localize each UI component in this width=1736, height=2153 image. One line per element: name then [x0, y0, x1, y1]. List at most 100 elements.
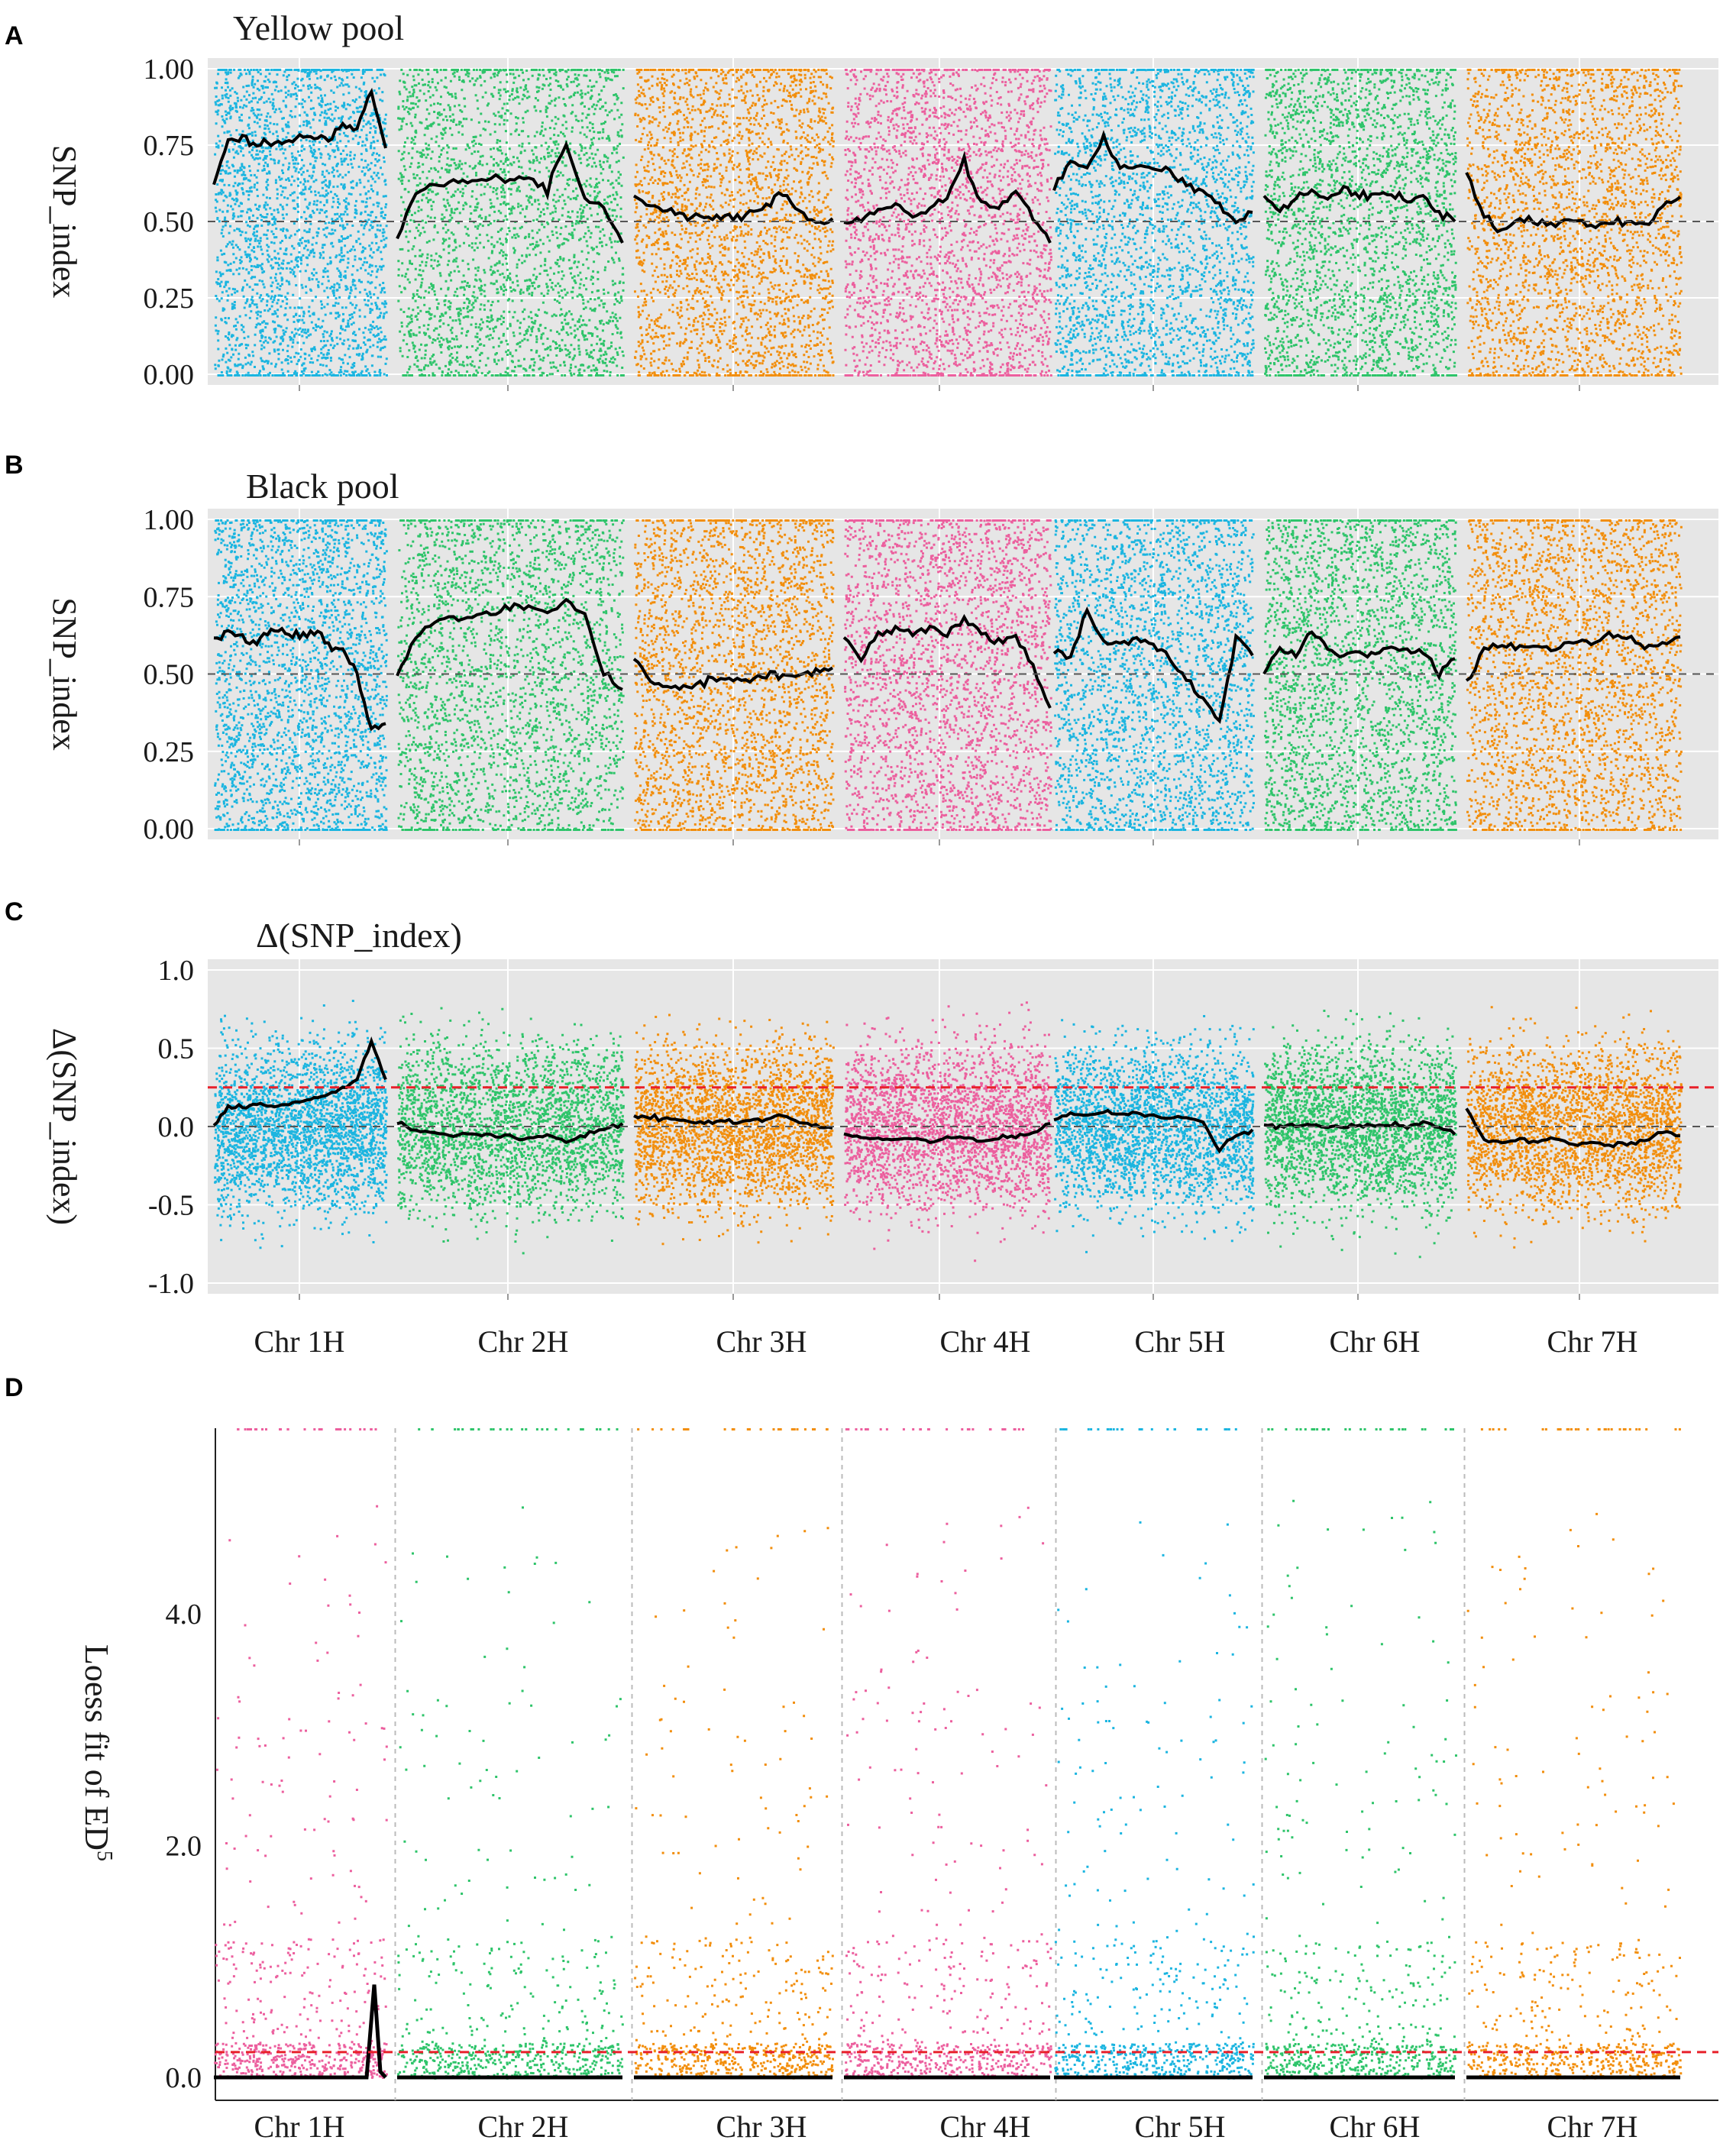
- loess-line: [1052, 130, 1253, 225]
- scatter-points: [1054, 519, 1255, 831]
- scatter-points: [1466, 519, 1683, 831]
- y-axis-label: SNP_index: [46, 597, 83, 750]
- loess-line: [1052, 606, 1254, 724]
- series-chr-6h: [1262, 69, 1457, 377]
- series-chr-7h: [1466, 1428, 1683, 2080]
- x-tick-label: Chr 5H: [1135, 2109, 1226, 2144]
- scatter-points: [844, 1001, 1052, 1262]
- series-chr-4h: [842, 519, 1052, 831]
- scatter-points: [844, 519, 1052, 831]
- x-tick-label: Chr 4H: [940, 1324, 1031, 1359]
- y-tick-label: -0.5: [148, 1190, 194, 1222]
- y-axis-label: Loess fit of ED5: [78, 1644, 116, 1861]
- y-tick-label: -1.0: [148, 1268, 194, 1300]
- y-tick-label: 1.0: [158, 955, 195, 987]
- y-tick-label: 0.75: [144, 130, 195, 162]
- scatter-points: [634, 1013, 835, 1246]
- series-chr-7h: [1465, 519, 1683, 831]
- y-tick-label: 1.00: [144, 504, 195, 536]
- loess-line: [843, 1121, 1051, 1144]
- scatter-points: [214, 1428, 388, 2080]
- panel-letter: C: [5, 897, 24, 926]
- loess-line: [213, 626, 386, 732]
- y-tick-label: 0.50: [144, 206, 195, 238]
- scatter-points: [1466, 1006, 1683, 1249]
- x-tick-label: Chr 7H: [1547, 1324, 1638, 1359]
- series-chr-5h: [1053, 1015, 1255, 1253]
- series-chr-3h: [633, 1013, 835, 1246]
- panel-a: A Yellow pool 0.00 0.25 0.50 0.75 1.00 SNP_inde…: [5, 8, 1718, 391]
- scatter-points: [1466, 1428, 1683, 2080]
- y-tick-label: 2.0: [166, 1830, 202, 1862]
- scatter-points: [634, 519, 835, 831]
- x-tick-label: Chr 2H: [478, 1324, 569, 1359]
- x-tick-label: Chr 2H: [478, 2109, 569, 2144]
- y-tick-label: 4.0: [166, 1599, 202, 1631]
- series-chr-4h: [843, 1001, 1052, 1262]
- x-tick-label: Chr 4H: [940, 2109, 1031, 2144]
- series-chr-5h: [1054, 1428, 1255, 2080]
- y-tick-label: 0.25: [144, 283, 195, 315]
- loess-line: [1262, 630, 1456, 681]
- series-chr-1h: [212, 1000, 388, 1249]
- series-chr-4h: [844, 1428, 1052, 2080]
- y-tick-label: 0.75: [144, 581, 195, 613]
- x-tick-label: Chr 6H: [1330, 2109, 1421, 2144]
- loess-line: [214, 1984, 387, 2080]
- y-tick-label: 0.5: [158, 1033, 195, 1065]
- scatter-points: [214, 519, 388, 831]
- y-tick-label: 0.00: [144, 359, 195, 391]
- scatter-points: [1264, 519, 1457, 831]
- scatter-points: [1054, 1015, 1255, 1253]
- loess-line: [633, 1112, 833, 1130]
- x-tick-label: Chr 6H: [1330, 1324, 1421, 1359]
- x-tick-label: Chr 5H: [1135, 1324, 1226, 1359]
- loess-line: [842, 613, 1052, 709]
- panel-letter: B: [5, 451, 24, 480]
- loess-line: [212, 1036, 387, 1127]
- series-chr-3h: [632, 69, 835, 377]
- loess-line: [396, 1120, 624, 1145]
- y-axis-label: Δ(SNP_index): [46, 1028, 83, 1225]
- series-chr-2h: [396, 519, 625, 831]
- panel-d: D 0.0 2.0 4.0 Loess fit of ED5 Chr 1H Chr 2H Ch…: [5, 1373, 1718, 2144]
- scatter-points: [397, 519, 625, 831]
- scatter-points: [844, 69, 1052, 377]
- y-tick-label: 0.00: [144, 813, 195, 845]
- scatter-points: [845, 1428, 1052, 2080]
- scatter-points: [1264, 1428, 1457, 2080]
- panel-c: C Δ(SNP_index) -1.0 -0.5 0.0 0.5 1.0 Δ(SNP_inde…: [5, 897, 1718, 1359]
- y-tick-label: 0.25: [144, 736, 195, 768]
- scatter-points: [1054, 1428, 1255, 2080]
- series-chr-5h: [1052, 69, 1255, 377]
- scatter-points: [1466, 69, 1683, 377]
- x-tick-label: Chr 1H: [254, 1324, 345, 1359]
- x-tick-label: Chr 1H: [254, 2109, 345, 2144]
- scatter-points: [634, 69, 835, 377]
- panel-title: Black pool: [246, 467, 399, 506]
- loess-line: [1262, 184, 1456, 223]
- y-tick-label: 0.50: [144, 659, 195, 691]
- series-chr-1h: [214, 1428, 388, 2080]
- series-chr-6h: [1264, 1428, 1457, 2080]
- series-chr-1h: [212, 69, 388, 377]
- series-chr-2h: [396, 1007, 625, 1255]
- loess-line: [1465, 630, 1681, 682]
- scatter-points: [1054, 69, 1255, 377]
- series-chr-1h: [213, 519, 388, 831]
- loess-line: [396, 597, 623, 691]
- series-chr-2h: [397, 1428, 624, 2080]
- loess-line: [212, 87, 387, 186]
- series-chr-4h: [843, 69, 1052, 377]
- y-tick-label: 0.0: [158, 1111, 195, 1143]
- scatter-points: [1264, 69, 1457, 377]
- series-chr-3h: [634, 1428, 834, 2080]
- x-tick-label: Chr 7H: [1547, 2109, 1638, 2144]
- series-chr-6h: [1262, 519, 1457, 831]
- y-tick-label: 0.0: [166, 2062, 202, 2094]
- series-chr-5h: [1052, 519, 1255, 831]
- scatter-points: [397, 1428, 624, 2080]
- panel-letter: D: [5, 1373, 24, 1402]
- panel-title: Δ(SNP_index): [256, 916, 462, 955]
